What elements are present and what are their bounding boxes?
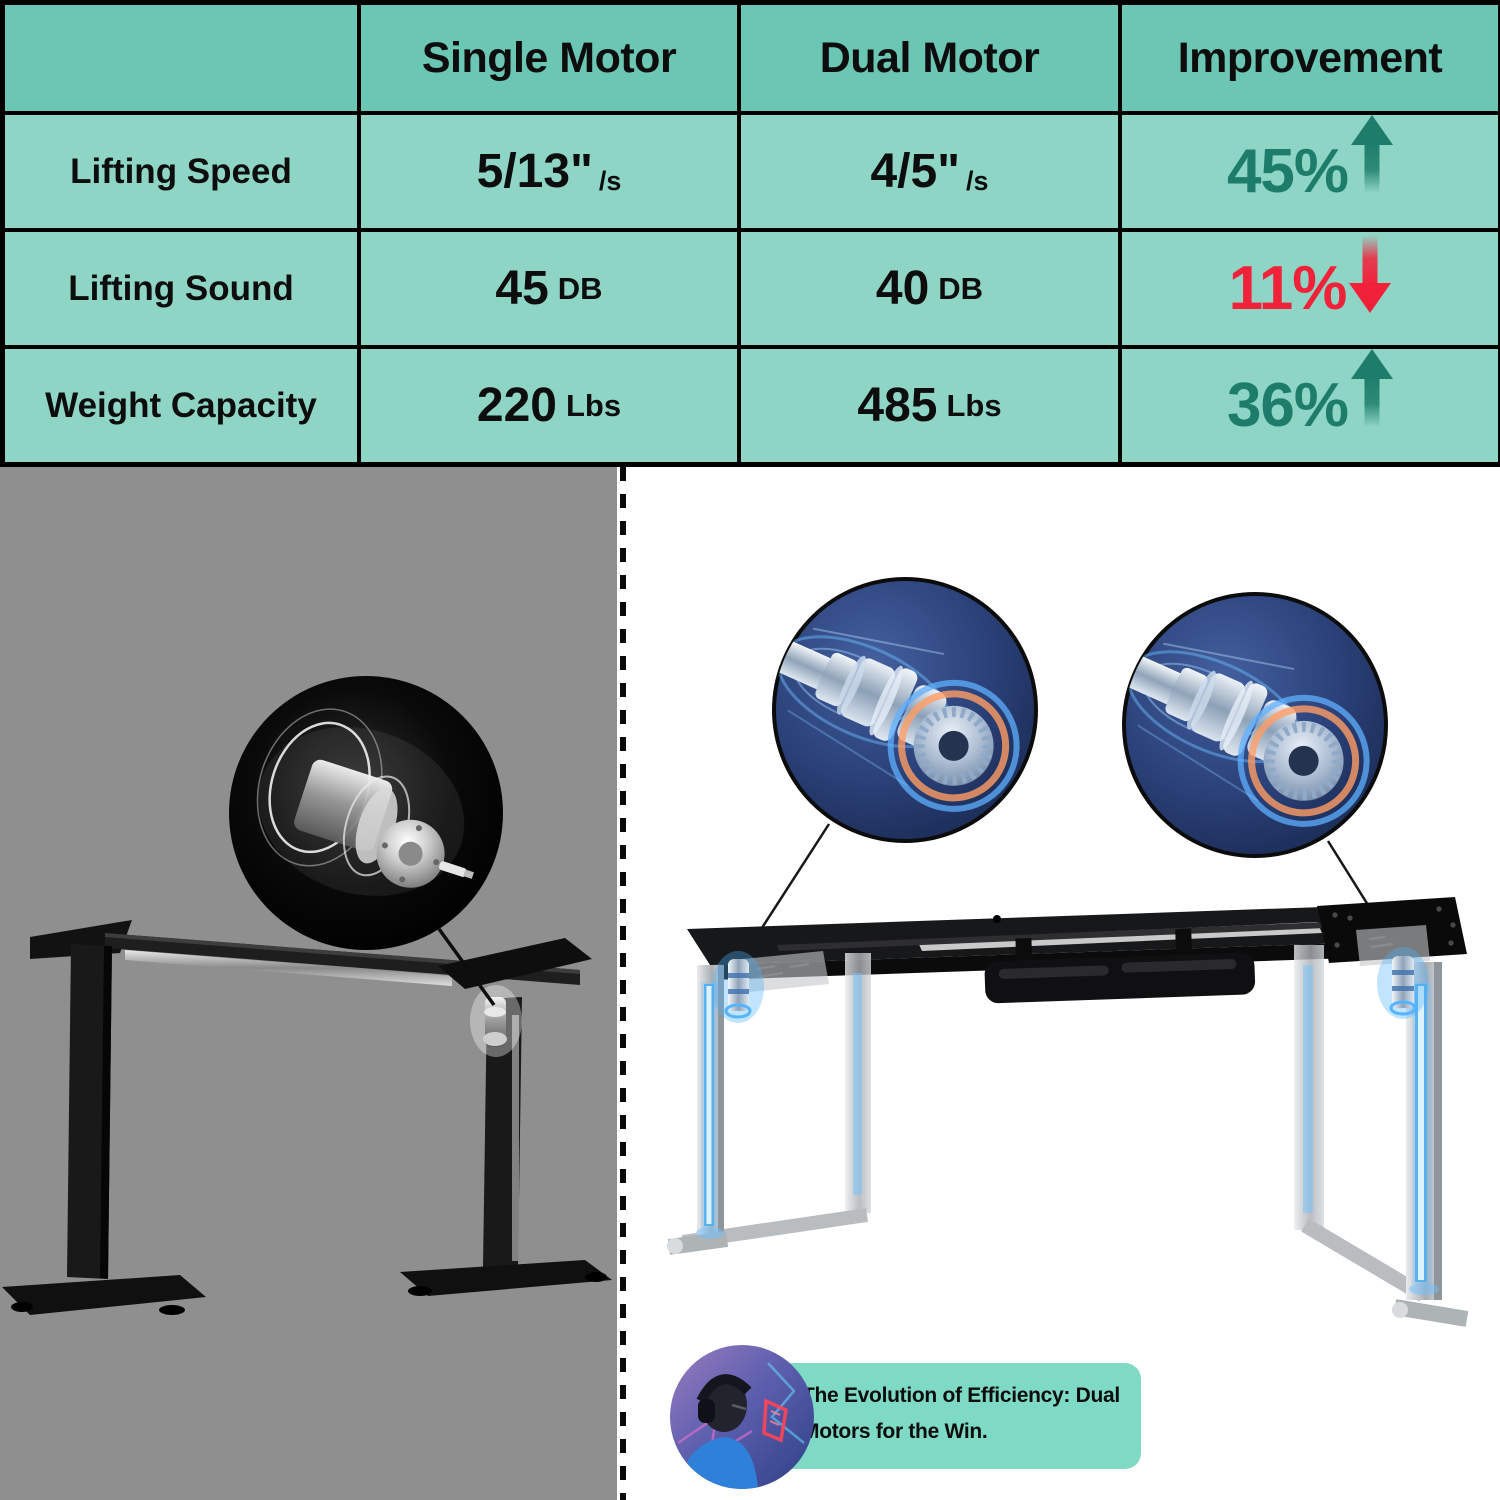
improvement-lifting-speed: 45% — [1227, 114, 1394, 214]
speech-bubble: The Evolution of Efficiency: Dual Motors… — [753, 1363, 1141, 1469]
row-label-lifting-speed: Lifting Speed — [5, 115, 357, 228]
dual-weight-capacity-unit: Lbs — [946, 387, 1002, 423]
single-lifting-sound-unit: DB — [557, 270, 603, 306]
row-label-lifting-sound: Lifting Sound — [5, 232, 357, 345]
cable-tray — [984, 928, 1256, 1004]
single-motor-desk-illustration — [2, 676, 612, 1315]
trend-down-icon — [1349, 234, 1392, 313]
row-label-weight-capacity: Weight Capacity — [5, 349, 357, 462]
callout-leader-line — [437, 927, 496, 1007]
gamer-avatar — [670, 1345, 814, 1489]
dual-lifting-sound-unit: DB — [938, 270, 984, 306]
left-motor-callout-circle — [727, 579, 1044, 841]
single-weight-capacity-cell: 220 Lbs — [361, 349, 737, 462]
trend-up-icon — [1351, 114, 1394, 193]
header-blank-cell — [5, 5, 357, 111]
single-lifting-sound-value: 45 — [495, 262, 549, 315]
dual-motor-right-unit — [1377, 947, 1429, 1019]
dual-motor-left-unit — [712, 951, 764, 1023]
dual-motor-panel: The Evolution of Efficiency: Dual Motors… — [617, 467, 1500, 1500]
right-bottom-rail — [1301, 1218, 1427, 1302]
monochrome-motor-illustration — [256, 708, 474, 896]
dual-lifting-speed-value: 4/5" — [870, 145, 960, 198]
desk-left-foot — [2, 1275, 206, 1315]
single-lifting-speed-cell: 5/13" /s — [361, 115, 737, 228]
panel-divider — [620, 467, 626, 1500]
comparison-table: Single Motor Dual Motor Improvement Lift… — [0, 0, 1500, 467]
header-improvement: Improvement — [1122, 5, 1498, 111]
improvement-lifting-sound-cell: 11% — [1122, 232, 1498, 345]
dual-motor-desk-illustration — [667, 467, 1469, 1327]
header-single-motor: Single Motor — [361, 5, 737, 111]
right-motor-callout-circle — [1077, 594, 1394, 856]
single-lifting-speed-value: 5/13" — [476, 145, 593, 198]
dual-lifting-sound-cell: 40 DB — [741, 232, 1118, 345]
improvement-lifting-sound: 11% — [1229, 234, 1392, 331]
speech-bubble-text: The Evolution of Efficiency: Dual Motors… — [802, 1384, 1120, 1443]
improvement-weight-capacity-cell: 36% — [1122, 348, 1498, 462]
single-lifting-sound-cell: 45 DB — [361, 232, 737, 345]
gamer-avatar-illustration — [670, 1345, 814, 1489]
single-motor-panel — [0, 467, 617, 1500]
dual-lifting-speed-cell: 4/5" /s — [741, 115, 1118, 228]
left-motor-bracket-plate — [743, 951, 829, 992]
desk-left-leg — [67, 944, 112, 1279]
dual-lifting-sound-value: 40 — [875, 262, 930, 315]
dual-lifting-speed-unit: /s — [965, 166, 989, 196]
single-motor-callout-circle — [229, 676, 503, 950]
single-weight-capacity-value: 220 — [476, 379, 557, 432]
desk-right-bracket — [438, 938, 592, 989]
single-lifting-speed-unit: /s — [598, 166, 622, 196]
dual-weight-capacity-value: 485 — [857, 379, 938, 432]
improvement-weight-capacity: 36% — [1227, 348, 1394, 448]
improvement-lifting-speed-cell: 45% — [1122, 114, 1498, 228]
telescoping-tube — [125, 950, 452, 986]
header-dual-motor: Dual Motor — [741, 5, 1118, 111]
right-motor-bracket-plate — [1356, 925, 1430, 966]
single-weight-capacity-unit: Lbs — [565, 387, 622, 423]
dual-weight-capacity-cell: 485 Lbs — [741, 349, 1118, 462]
trend-up-icon — [1351, 348, 1394, 427]
desk-right-foot — [400, 1260, 612, 1296]
